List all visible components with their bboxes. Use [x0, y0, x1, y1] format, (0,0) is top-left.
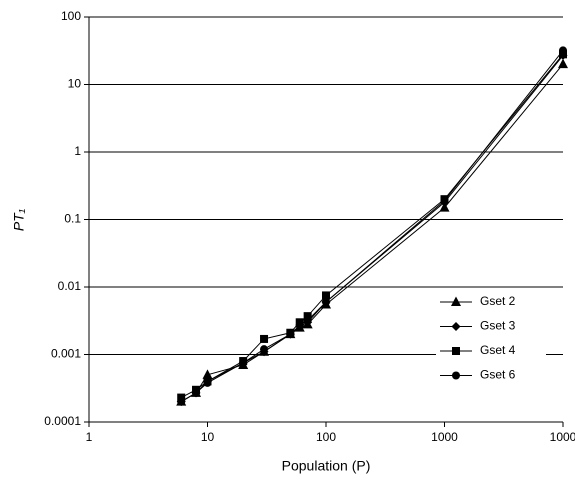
marker: [177, 393, 186, 402]
legend-label: Gset 2: [480, 294, 516, 308]
marker: [239, 358, 248, 367]
y-tick-label: 0.01: [58, 279, 82, 293]
marker: [322, 291, 330, 300]
marker: [260, 345, 269, 354]
marker: [439, 202, 450, 212]
legend-label: Gset 6: [480, 368, 516, 382]
marker: [440, 196, 449, 205]
marker: [303, 312, 312, 321]
x-tick-label: 1000: [550, 430, 575, 444]
x-tick-label: 1: [86, 430, 93, 444]
x-tick-label: 1000: [431, 430, 458, 444]
marker: [322, 297, 330, 306]
y-tick-label: 100: [61, 9, 81, 23]
y-tick-label: 1: [74, 144, 81, 158]
y-tick-label: 10: [68, 77, 82, 91]
marker: [202, 369, 213, 379]
legend-label: Gset 3: [480, 319, 516, 333]
marker: [452, 347, 460, 355]
marker: [286, 330, 295, 339]
marker: [451, 296, 461, 306]
marker: [260, 334, 269, 343]
marker: [192, 388, 201, 397]
marker: [303, 316, 312, 325]
marker: [203, 378, 212, 387]
y-axis-label: PT₁: [11, 208, 27, 231]
legend-label: Gset 4: [480, 343, 516, 357]
y-tick-label: 0.001: [51, 347, 81, 361]
marker: [451, 322, 461, 331]
x-axis-label: Population (P): [282, 458, 371, 474]
y-tick-label: 0.1: [64, 212, 81, 226]
marker: [177, 397, 186, 406]
marker: [558, 58, 568, 69]
x-tick-label: 10: [201, 430, 215, 444]
y-tick-label: 0.0001: [44, 414, 81, 428]
marker: [452, 371, 460, 380]
x-tick-label: 100: [316, 430, 336, 444]
marker: [295, 321, 304, 330]
marker: [559, 46, 567, 55]
